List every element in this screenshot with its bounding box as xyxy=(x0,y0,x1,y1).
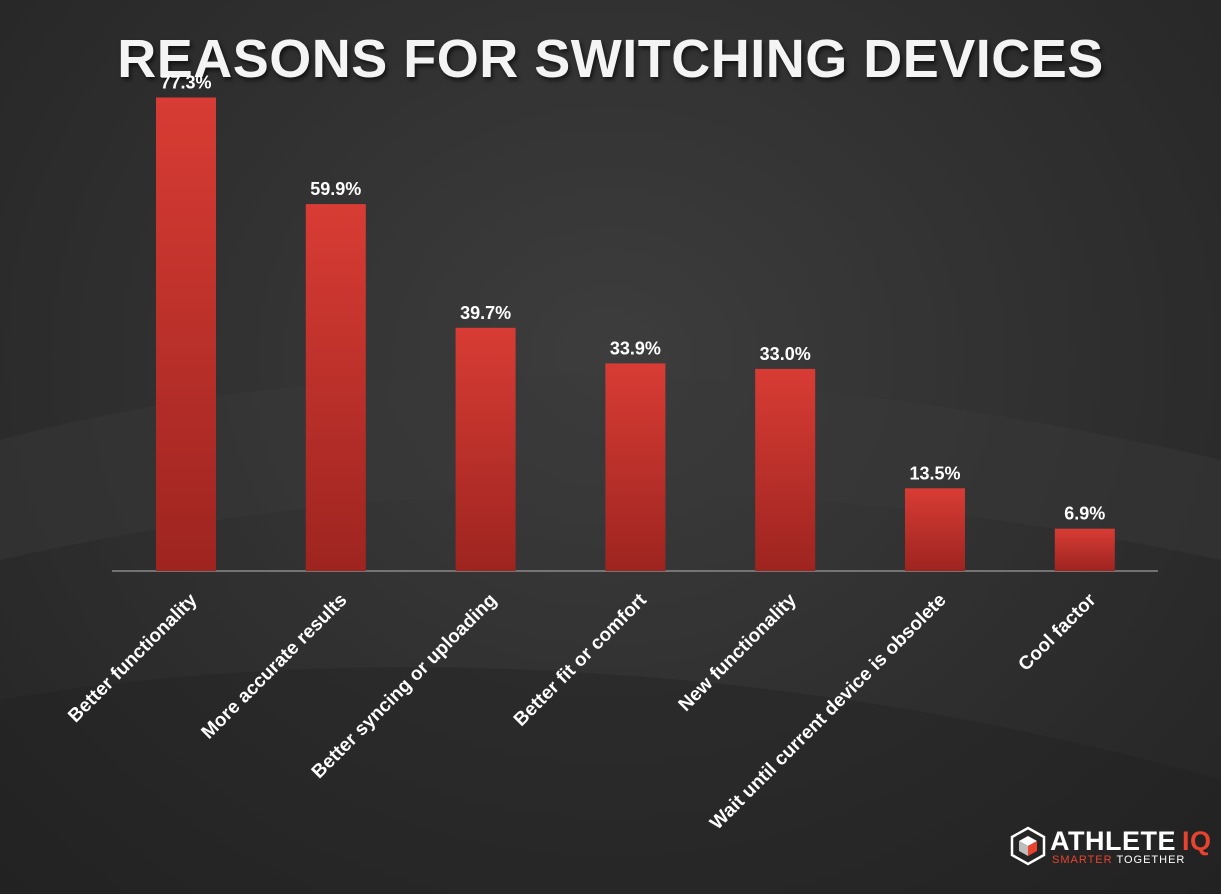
bar xyxy=(1054,528,1115,571)
bar xyxy=(755,368,816,571)
bar-value-label: 33.9% xyxy=(610,338,661,358)
category-label: Cool factor xyxy=(1015,589,1101,675)
logo-tagline: SMARTER TOGETHER xyxy=(1052,854,1185,866)
bar-value-label: 39.7% xyxy=(460,303,511,323)
category-label: New functionality xyxy=(675,589,801,715)
value-labels: 77.3% 59.9% 39.7% 33.9% 33.0% 13.5% 6.9% xyxy=(160,73,1105,524)
bar-value-label: 33.0% xyxy=(760,344,811,364)
athlete-iq-logo: ATHLETE IQ SMARTER TOGETHER xyxy=(1010,826,1212,874)
bar xyxy=(605,363,666,571)
chart-title: REASONS FOR SWITCHING DEVICES xyxy=(117,29,1104,89)
category-label: Better functionality xyxy=(64,589,202,727)
bar-value-label: 77.3% xyxy=(160,73,211,93)
hexagon-cube-icon xyxy=(1010,826,1046,866)
category-label: More accurate results xyxy=(198,590,352,744)
category-label: Wait until current device is obsolete xyxy=(706,590,950,834)
bar-value-label: 6.9% xyxy=(1064,504,1105,524)
bar-value-label: 59.9% xyxy=(310,179,361,199)
bar xyxy=(455,327,516,571)
logo-brand-main: ATHLETE xyxy=(1050,826,1176,856)
bars xyxy=(156,97,1115,571)
logo-tagline-rest: TOGETHER xyxy=(1112,854,1186,866)
bar xyxy=(305,204,366,571)
bar xyxy=(905,488,965,571)
bar xyxy=(156,97,216,571)
logo-tagline-accent: SMARTER xyxy=(1052,854,1113,866)
logo-brand-accent: IQ xyxy=(1182,826,1212,856)
category-label: Better fit or comfort xyxy=(510,589,651,730)
bar-value-label: 13.5% xyxy=(909,463,960,483)
logo-brand-text: ATHLETE IQ xyxy=(1050,826,1212,857)
